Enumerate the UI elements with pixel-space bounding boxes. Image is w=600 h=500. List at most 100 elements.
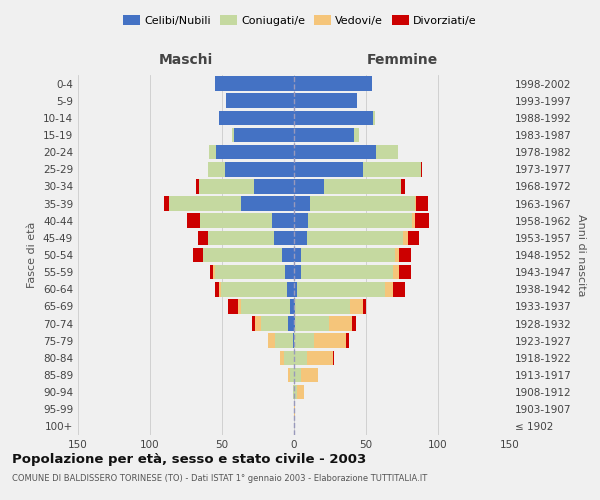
- Bar: [290, 299, 294, 314]
- Bar: [294, 368, 301, 382]
- Bar: [294, 196, 310, 211]
- Bar: [301, 368, 319, 382]
- Bar: [197, 230, 208, 245]
- Bar: [216, 145, 294, 160]
- Bar: [310, 196, 415, 211]
- Bar: [275, 334, 293, 348]
- Bar: [196, 179, 199, 194]
- Bar: [399, 248, 410, 262]
- Bar: [232, 128, 233, 142]
- Bar: [293, 385, 294, 400]
- Bar: [254, 179, 294, 194]
- Bar: [288, 316, 294, 331]
- Bar: [294, 350, 307, 365]
- Bar: [169, 196, 241, 211]
- Bar: [295, 299, 350, 314]
- Bar: [221, 282, 287, 296]
- Bar: [226, 94, 294, 108]
- Bar: [297, 385, 304, 400]
- Bar: [294, 162, 363, 176]
- Bar: [408, 230, 419, 245]
- Legend: Celibi/Nubili, Coniugati/e, Vedovi/e, Divorziati/e: Celibi/Nubili, Coniugati/e, Vedovi/e, Di…: [119, 10, 481, 30]
- Bar: [284, 350, 294, 365]
- Bar: [294, 128, 355, 142]
- Bar: [294, 110, 373, 125]
- Bar: [385, 282, 394, 296]
- Bar: [255, 316, 261, 331]
- Bar: [415, 196, 416, 211]
- Bar: [208, 230, 274, 245]
- Bar: [287, 282, 294, 296]
- Bar: [412, 214, 415, 228]
- Bar: [164, 196, 169, 211]
- Bar: [373, 110, 374, 125]
- Bar: [308, 214, 412, 228]
- Bar: [395, 248, 399, 262]
- Bar: [294, 214, 308, 228]
- Bar: [403, 230, 408, 245]
- Bar: [421, 162, 422, 176]
- Bar: [295, 316, 329, 331]
- Bar: [283, 248, 294, 262]
- Bar: [228, 299, 238, 314]
- Bar: [363, 299, 366, 314]
- Bar: [294, 145, 376, 160]
- Bar: [211, 265, 214, 280]
- Bar: [352, 316, 356, 331]
- Bar: [294, 334, 314, 348]
- Bar: [200, 214, 272, 228]
- Bar: [355, 128, 359, 142]
- Bar: [293, 334, 294, 348]
- Text: Maschi: Maschi: [159, 54, 213, 68]
- Bar: [346, 334, 349, 348]
- Y-axis label: Anni di nascita: Anni di nascita: [575, 214, 586, 296]
- Bar: [219, 110, 294, 125]
- Bar: [314, 334, 346, 348]
- Bar: [294, 230, 307, 245]
- Bar: [394, 282, 405, 296]
- Bar: [272, 214, 294, 228]
- Bar: [215, 282, 219, 296]
- Bar: [193, 248, 203, 262]
- Bar: [329, 316, 352, 331]
- Bar: [294, 402, 295, 416]
- Bar: [252, 316, 255, 331]
- Bar: [280, 350, 284, 365]
- Text: Popolazione per età, sesso e stato civile - 2003: Popolazione per età, sesso e stato civil…: [12, 452, 366, 466]
- Text: COMUNE DI BALDISSERO TORINESE (TO) - Dati ISTAT 1° gennaio 2003 - Elaborazione T: COMUNE DI BALDISSERO TORINESE (TO) - Dat…: [12, 474, 427, 483]
- Bar: [219, 282, 221, 296]
- Bar: [307, 230, 403, 245]
- Bar: [294, 282, 297, 296]
- Bar: [208, 162, 225, 176]
- Bar: [294, 385, 297, 400]
- Bar: [363, 162, 421, 176]
- Bar: [225, 162, 294, 176]
- Bar: [294, 299, 295, 314]
- Bar: [294, 316, 295, 331]
- Bar: [294, 248, 301, 262]
- Bar: [350, 299, 363, 314]
- Bar: [214, 265, 215, 280]
- Bar: [415, 214, 430, 228]
- Bar: [294, 94, 358, 108]
- Bar: [294, 179, 324, 194]
- Bar: [394, 265, 399, 280]
- Bar: [215, 76, 294, 91]
- Bar: [199, 179, 254, 194]
- Bar: [288, 368, 290, 382]
- Bar: [294, 265, 301, 280]
- Bar: [307, 350, 333, 365]
- Bar: [261, 316, 288, 331]
- Bar: [290, 368, 294, 382]
- Bar: [241, 299, 290, 314]
- Bar: [416, 196, 428, 211]
- Bar: [274, 230, 294, 245]
- Bar: [215, 265, 286, 280]
- Bar: [333, 350, 334, 365]
- Bar: [233, 128, 294, 142]
- Bar: [187, 214, 200, 228]
- Bar: [301, 248, 395, 262]
- Bar: [399, 265, 410, 280]
- Bar: [324, 179, 401, 194]
- Bar: [376, 145, 398, 160]
